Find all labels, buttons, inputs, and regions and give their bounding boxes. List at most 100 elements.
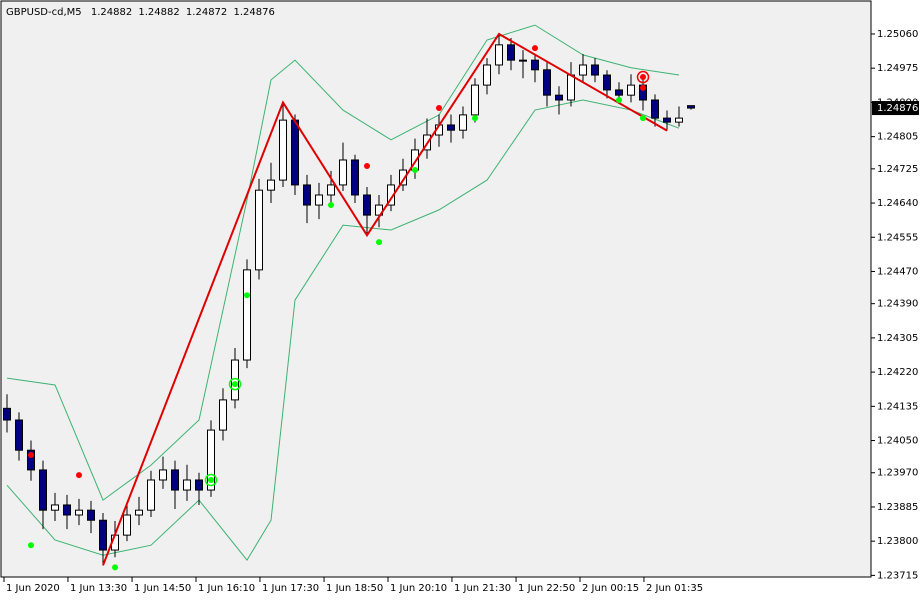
buy-signal — [412, 167, 418, 174]
chart-header: GBPUSD-cd,M5 1.24882 1.24882 1.24872 1.2… — [6, 7, 275, 18]
candle-body — [363, 194, 371, 216]
x-tick-label: 1 Jun 22:50 — [518, 583, 575, 594]
y-tick-label: 1.24135 — [877, 401, 918, 412]
y-tick-label: 1.24555 — [877, 232, 918, 243]
y-tick-label: 1.24805 — [877, 132, 918, 143]
candle-body — [687, 105, 695, 109]
candle-body — [627, 84, 635, 96]
candle-body — [147, 479, 155, 511]
candle-body — [99, 519, 107, 551]
buy-signal — [640, 115, 646, 122]
x-tick-label: 1 Jun 17:30 — [262, 583, 319, 594]
last-low: 1.24872 — [186, 7, 227, 18]
candle-body — [243, 269, 251, 361]
sell-signal — [640, 84, 646, 91]
candle-body — [15, 419, 23, 451]
y-tick-label: 1.23970 — [877, 468, 918, 479]
y-tick-label: 1.24640 — [877, 198, 918, 209]
candle-body — [27, 449, 35, 471]
candle-body — [159, 469, 167, 481]
zigzag — [102, 32, 668, 566]
buy-signal — [112, 564, 118, 571]
candle-body — [219, 399, 227, 431]
candle-body — [651, 99, 659, 119]
upper-band — [6, 24, 680, 501]
buy-circle — [228, 377, 242, 391]
x-tick-label: 1 Jun 20:10 — [390, 583, 447, 594]
y-tick-label: 1.23885 — [877, 502, 918, 513]
candle-body — [519, 59, 527, 62]
price-marker — [872, 101, 919, 116]
buy-signal — [28, 542, 34, 549]
candle-body — [75, 509, 83, 516]
candle-body — [87, 509, 95, 521]
buy-signal — [376, 239, 382, 246]
x-tick-label: 1 Jun 2020 — [6, 583, 60, 594]
sell-signal — [532, 45, 538, 52]
candle-body — [591, 64, 599, 76]
candle-body — [447, 124, 455, 131]
candle-body — [615, 89, 623, 96]
last-high: 1.24882 — [138, 7, 179, 18]
x-tick-label: 1 Jun 18:50 — [326, 583, 383, 594]
candle-body — [171, 469, 179, 491]
buy-circle-core — [232, 381, 238, 388]
y-tick-label: 1.24470 — [877, 266, 918, 277]
y-tick-label: 1.24305 — [877, 333, 918, 344]
plot — [3, 24, 695, 571]
y-tick-label: 1.25060 — [877, 29, 918, 40]
candle-body — [291, 119, 299, 186]
candle-body — [567, 74, 575, 101]
x-tick-label: 2 Jun 00:15 — [582, 583, 639, 594]
x-tick-label: 1 Jun 14:50 — [134, 583, 191, 594]
buy-circle-core — [208, 476, 214, 483]
x-tick-label: 1 Jun 13:30 — [70, 583, 127, 594]
candle-body — [663, 117, 671, 123]
candle-body — [207, 429, 215, 491]
sell-signal — [436, 105, 442, 112]
candle-body — [63, 504, 71, 516]
symbol: GBPUSD-cd,M5 — [6, 7, 82, 18]
x-tick-label: 1 Jun 16:10 — [198, 583, 255, 594]
sell-circle — [636, 70, 650, 84]
candle-body — [459, 114, 467, 131]
x-tick-label: 1 Jun 21:30 — [454, 583, 511, 594]
sell-circle-core — [640, 74, 646, 81]
candle-body — [471, 84, 479, 116]
candle-body — [555, 94, 563, 101]
buy-signal — [244, 292, 250, 299]
candle-body — [531, 59, 539, 71]
buy-circle — [204, 473, 218, 487]
sell-signal — [364, 163, 370, 170]
y-tick-label: 1.24975 — [877, 63, 918, 74]
plot-area — [0, 0, 872, 578]
candle-body — [303, 184, 311, 206]
candle-body — [603, 74, 611, 91]
candle-body — [483, 64, 491, 86]
y-tick-label: 1.23800 — [877, 536, 918, 547]
buy-signal — [472, 115, 478, 122]
y-tick-label: 1.23715 — [877, 570, 918, 581]
candle-body — [327, 184, 335, 196]
candle-body — [123, 514, 131, 536]
candle-body — [3, 407, 11, 421]
buy-signal — [328, 202, 334, 209]
candle-body — [675, 117, 683, 123]
last-close: 1.24876 — [233, 7, 274, 18]
candle-body — [507, 44, 515, 61]
candle-body — [339, 159, 347, 186]
candle-body — [135, 509, 143, 516]
candle-body — [315, 194, 323, 206]
sell-signal — [28, 452, 34, 459]
candle-body — [267, 179, 275, 191]
candle-body — [495, 44, 503, 66]
candle-body — [195, 479, 203, 491]
candle-body — [183, 479, 191, 491]
candle-body — [255, 189, 263, 271]
buy-signal — [616, 96, 622, 103]
y-tick-label: 1.24220 — [877, 367, 918, 378]
candle-body — [351, 159, 359, 196]
candle-body — [399, 169, 407, 186]
y-tick-label: 1.24390 — [877, 299, 918, 310]
